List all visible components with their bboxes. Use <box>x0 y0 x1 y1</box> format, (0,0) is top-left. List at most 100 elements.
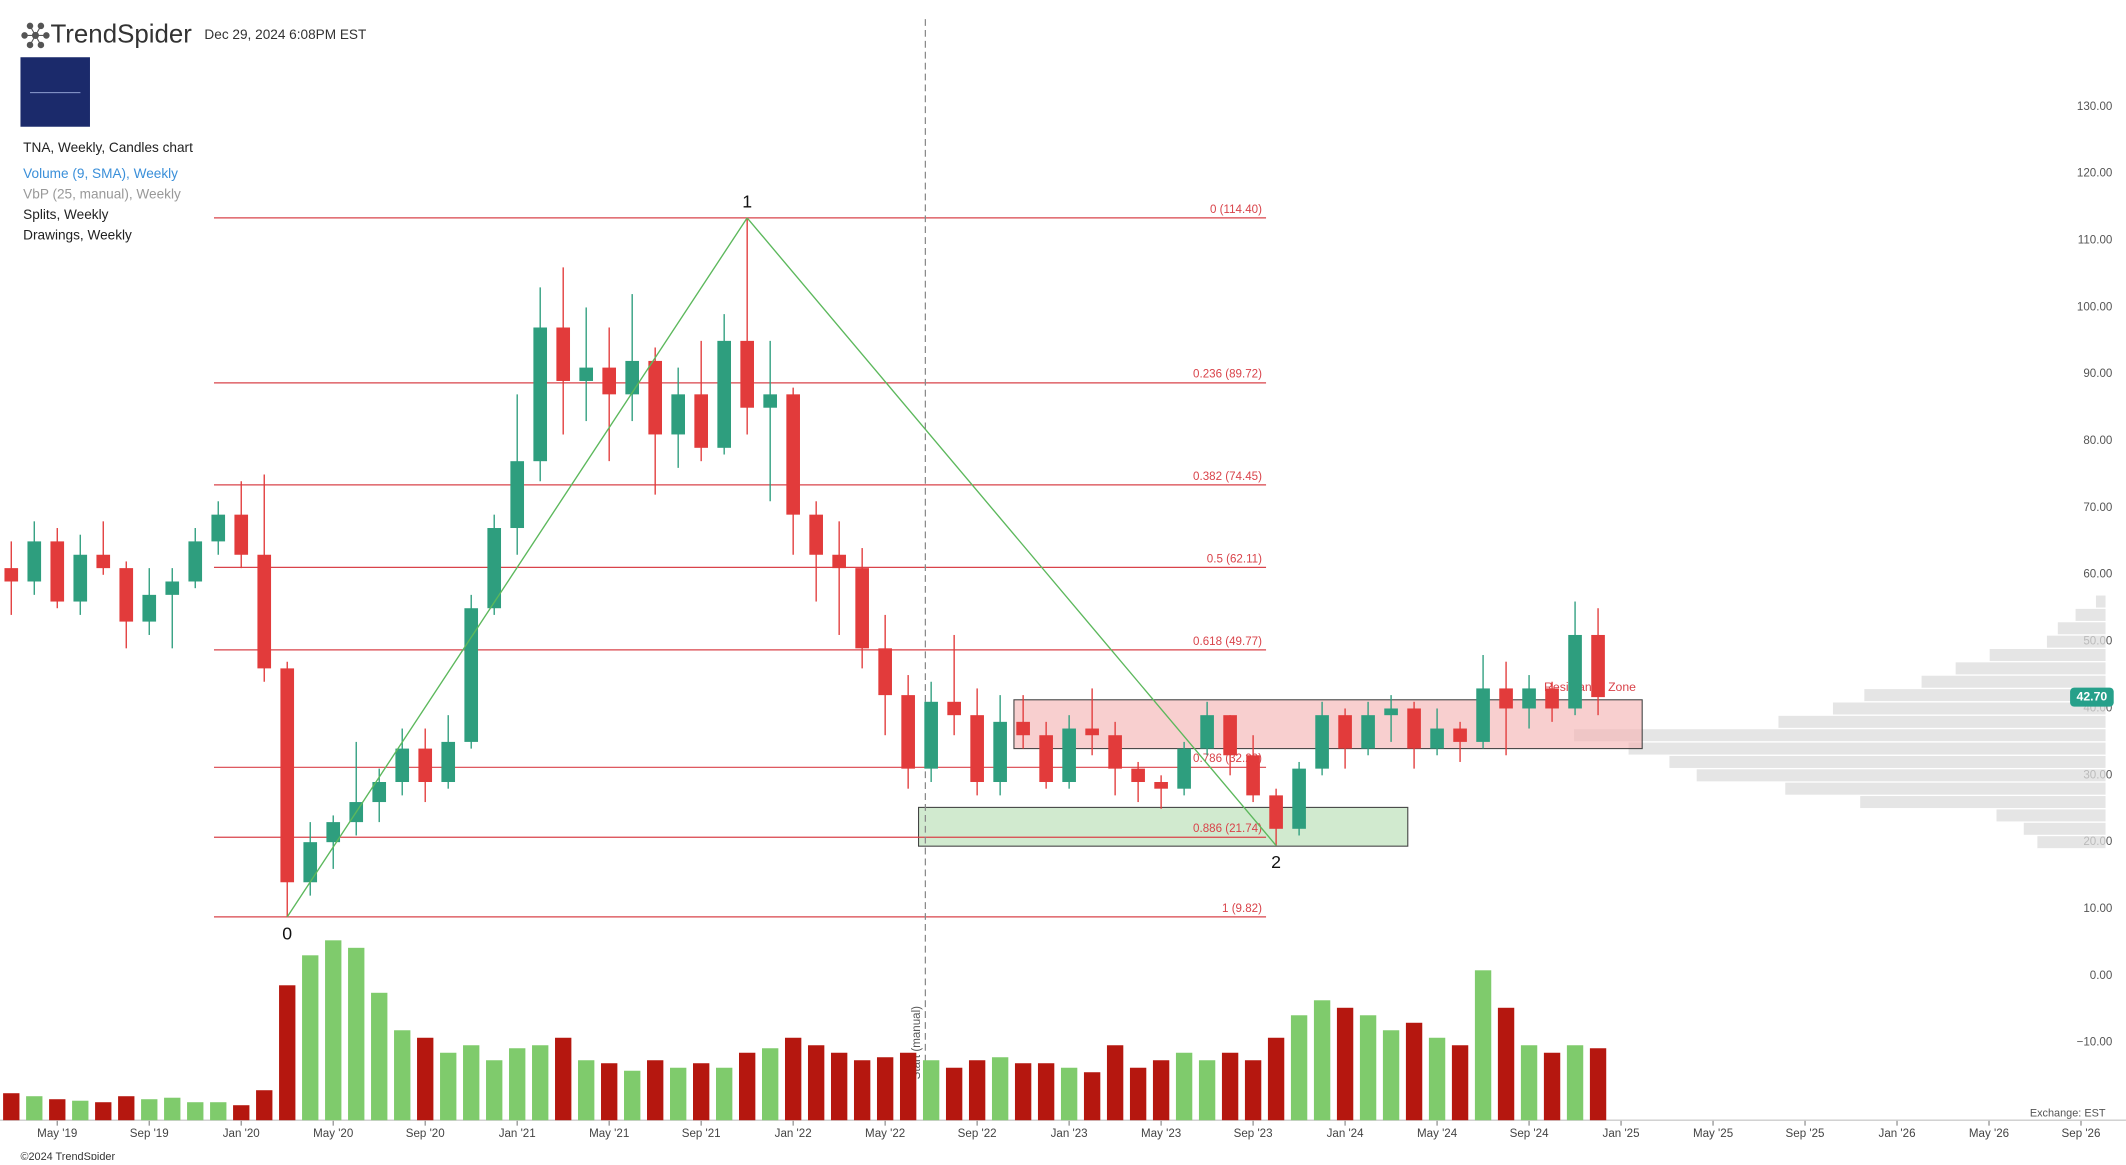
volume-bar <box>716 1067 733 1121</box>
legend-vbp[interactable]: VbP (25, manual), Weekly <box>23 186 181 201</box>
volume-bar <box>922 1060 940 1121</box>
exchange: Exchange: EST <box>2030 1107 2106 1119</box>
candle-body <box>372 782 387 803</box>
volume-bar <box>1221 1052 1239 1121</box>
candle-body <box>625 360 640 395</box>
legend-splits[interactable]: Splits, Weekly <box>23 207 108 222</box>
candle-body <box>441 741 456 783</box>
candle-body <box>1154 782 1168 789</box>
volume-bar <box>807 1045 825 1121</box>
vbp-bar <box>1996 809 2106 822</box>
legend-symbol[interactable]: TNA, Weekly, Candles chart <box>23 140 193 155</box>
wave-line <box>286 217 748 918</box>
legend-volume[interactable]: Volume (9, SMA), Weekly <box>23 166 178 181</box>
candle-body <box>1223 715 1237 756</box>
volume-bar <box>1543 1052 1561 1121</box>
timestamp: Dec 29, 2024 6:08PM EST <box>204 27 366 42</box>
candle-body <box>878 648 892 696</box>
x-tick-label: Jan '20 <box>223 1128 260 1140</box>
volume-bar <box>578 1060 595 1121</box>
candle-body <box>901 695 915 769</box>
volume-bar <box>3 1093 20 1121</box>
candle-body <box>1522 688 1536 709</box>
volume-bar <box>233 1105 250 1121</box>
candle-body <box>119 568 134 622</box>
vbp-bar <box>1989 649 2106 662</box>
volume-bar <box>1497 1007 1515 1121</box>
x-tick-label: May '24 <box>1417 1128 1458 1140</box>
candle-body <box>694 394 708 448</box>
y-tick-label: 80.00 <box>2083 435 2112 447</box>
x-tick-label: May '26 <box>1969 1128 2009 1140</box>
y-tick-label: 60.00 <box>2083 569 2112 581</box>
x-tick-label: Jan '25 <box>1603 1128 1640 1140</box>
x-tick-label: Sep '23 <box>1234 1128 1273 1140</box>
volume-bar <box>1313 1000 1331 1121</box>
vbp-bar <box>2023 822 2106 835</box>
brand[interactable]: TrendSpider <box>50 20 192 48</box>
volume-bar <box>118 1096 135 1121</box>
volume-bar <box>1428 1037 1446 1121</box>
vbp-bar <box>1778 715 2106 728</box>
candle-body <box>257 554 272 669</box>
volume-bar <box>463 1045 480 1121</box>
fib-label: 0.886 (21.74) <box>1193 823 1262 835</box>
vbp-bar <box>1864 689 2106 702</box>
x-tick-label: Sep '26 <box>2062 1128 2101 1140</box>
x-tick-label: May '19 <box>37 1128 77 1140</box>
legend-drawings[interactable]: Drawings, Weekly <box>23 227 132 242</box>
candle-body <box>1453 728 1467 742</box>
candle-body <box>1545 688 1559 709</box>
vbp-bar <box>2075 608 2106 621</box>
fib-label: 0.5 (62.11) <box>1207 553 1262 565</box>
candle-body <box>1085 728 1099 736</box>
vbp-bar <box>1669 755 2106 768</box>
y-tick-label: 100.00 <box>2077 301 2112 313</box>
volume-bar <box>1037 1063 1055 1121</box>
candle-body <box>579 367 594 381</box>
x-tick-label: May '20 <box>313 1128 353 1140</box>
candle-body <box>1407 708 1421 749</box>
x-tick-label: Jan '21 <box>499 1128 536 1140</box>
volume-bar <box>164 1097 181 1121</box>
candle-body <box>855 568 869 649</box>
candle-body <box>464 608 479 742</box>
volume-bar <box>1359 1015 1377 1121</box>
x-tick-label: May '25 <box>1693 1128 1733 1140</box>
vbp-bar <box>2037 836 2106 849</box>
candle-body <box>786 394 800 515</box>
candle-body <box>1246 755 1260 796</box>
candle-body <box>73 554 88 602</box>
x-tick-label: Sep '19 <box>130 1128 169 1140</box>
volume-bar <box>555 1037 572 1121</box>
volume-bar <box>1474 970 1492 1121</box>
candle-body <box>303 842 318 883</box>
candle-body <box>1108 735 1122 769</box>
vbp-start-label: Start (manual) <box>911 1006 923 1079</box>
volume-bar <box>1290 1015 1308 1121</box>
volume-bar <box>830 1052 848 1121</box>
candle-body <box>1476 688 1490 742</box>
vbp-bar <box>1696 769 2106 782</box>
volume-bar <box>532 1045 549 1121</box>
candle-body <box>4 568 19 582</box>
volume-bar <box>784 1037 802 1121</box>
candle-body <box>234 514 249 555</box>
candle-body <box>1131 768 1145 783</box>
y-tick-label: 10.00 <box>2083 903 2112 915</box>
x-tick-label: Sep '22 <box>958 1128 997 1140</box>
volume-bar <box>1566 1045 1584 1121</box>
candle-body <box>993 721 1007 783</box>
volume-bar <box>1336 1007 1354 1121</box>
candle-body <box>142 594 157 622</box>
candle-body <box>211 514 226 542</box>
candle-body <box>1361 715 1375 749</box>
x-tick-label: Sep '25 <box>1786 1128 1825 1140</box>
volume-bar <box>26 1096 43 1121</box>
candle-body <box>809 514 823 555</box>
vbp-bar <box>1921 675 2106 688</box>
volume-bar <box>1083 1072 1101 1121</box>
